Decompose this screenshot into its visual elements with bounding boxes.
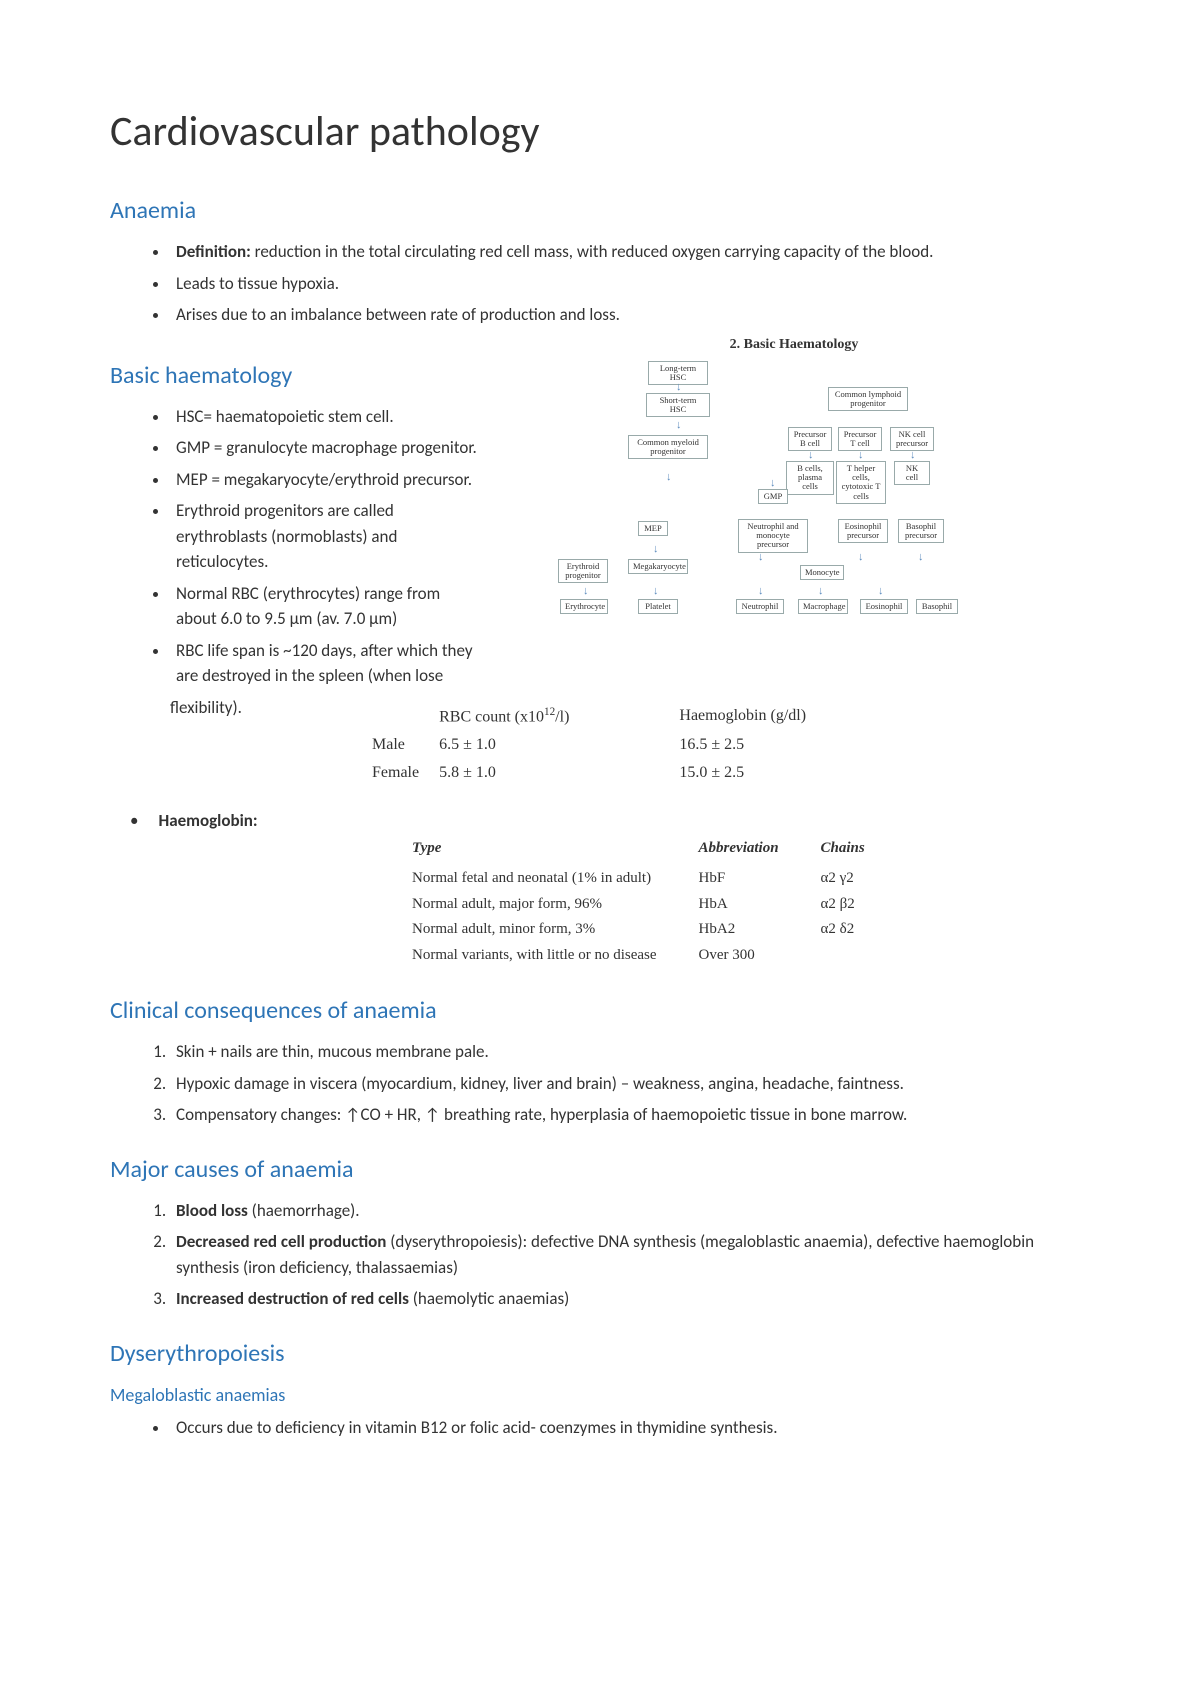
diagram-node: Neutrophil — [736, 599, 784, 614]
heading-basic: Basic haematology — [110, 358, 480, 394]
list-dys: Occurs due to deficiency in vitamin B12 … — [110, 1415, 1090, 1441]
diagram-node: Short-term HSC — [646, 393, 710, 418]
list-item: Hypoxic damage in viscera (myocardium, k… — [170, 1071, 1090, 1097]
list-item: Blood loss (haemorrhage). — [170, 1198, 1090, 1224]
diagram-title: 2. Basic Haematology — [498, 334, 1090, 355]
subheading-megaloblastic: Megaloblastic anaemias — [110, 1382, 1090, 1409]
list-item: Skin + nails are thin, mucous membrane p… — [170, 1039, 1090, 1065]
diagram-node: MEP — [638, 521, 668, 536]
diagram-node: Basophil precursor — [898, 519, 944, 544]
diagram-node: Common myeloid progenitor — [628, 435, 708, 460]
diagram-node: B cells, plasma cells — [786, 461, 834, 495]
heading-anaemia: Anaemia — [110, 193, 1090, 229]
list-item: Erythroid progenitors are called erythro… — [170, 498, 480, 575]
list-item: Decreased red cell production (dyserythr… — [170, 1229, 1090, 1280]
list-item: MEP = megakaryocyte/erythroid precursor. — [170, 467, 480, 493]
haematology-diagram: Long-term HSCShort-term HSCCommon lympho… — [498, 361, 1090, 621]
list-clinical: Skin + nails are thin, mucous membrane p… — [110, 1039, 1090, 1128]
diagram-node: Erythroid progenitor — [558, 559, 608, 584]
haemoglobin-label: Haemoglobin: — [110, 808, 410, 834]
diagram-node: T helper cells, cytotoxic T cells — [836, 461, 886, 504]
diagram-node: NK cell — [894, 461, 930, 486]
diagram-node: Basophil — [916, 599, 958, 614]
flexibility-text: flexibility). — [110, 695, 290, 721]
list-item: HSC= haematopoietic stem cell. — [170, 404, 480, 430]
heading-clinical: Clinical consequences of anaemia — [110, 993, 1090, 1029]
diagram-node: Macrophage — [798, 599, 848, 614]
page-title: Cardiovascular pathology — [110, 100, 1090, 163]
list-causes: Blood loss (haemorrhage). Decreased red c… — [110, 1198, 1090, 1312]
list-item: Normal RBC (erythrocytes) range from abo… — [170, 581, 480, 632]
list-item: Arises due to an imbalance between rate … — [170, 302, 1090, 328]
list-item: Leads to tissue hypoxia. — [170, 271, 1090, 297]
diagram-node: Erythrocyte — [560, 599, 608, 614]
blood-count-table: RBC count (x1012/l)Haemoglobin (g/dl) Ma… — [370, 701, 826, 788]
diagram-node: Platelet — [638, 599, 678, 614]
haemoglobin-type-table: TypeAbbreviationChains Normal fetal and … — [410, 832, 907, 970]
list-anaemia: Definition: reduction in the total circu… — [110, 239, 1090, 328]
list-item: Definition: reduction in the total circu… — [170, 239, 1090, 265]
list-item: Compensatory changes: ↑CO + HR, ↑ breath… — [170, 1102, 1090, 1128]
list-item: RBC life span is ~120 days, after which … — [170, 638, 480, 689]
list-item: Increased destruction of red cells (haem… — [170, 1286, 1090, 1312]
list-item: GMP = granulocyte macrophage progenitor. — [170, 435, 480, 461]
heading-causes: Major causes of anaemia — [110, 1152, 1090, 1188]
diagram-node: Common lymphoid progenitor — [828, 387, 908, 412]
list-basic: HSC= haematopoietic stem cell. GMP = gran… — [110, 404, 480, 689]
heading-dys: Dyserythropoiesis — [110, 1336, 1090, 1372]
diagram-node: Eosinophil precursor — [838, 519, 888, 544]
diagram-node: Neutrophil and monocyte precursor — [738, 519, 808, 553]
diagram-node: Monocyte — [800, 565, 844, 580]
diagram-node: Eosinophil — [860, 599, 908, 614]
list-item: Occurs due to deficiency in vitamin B12 … — [170, 1415, 1090, 1441]
diagram-node: Megakaryocyte — [628, 559, 688, 574]
